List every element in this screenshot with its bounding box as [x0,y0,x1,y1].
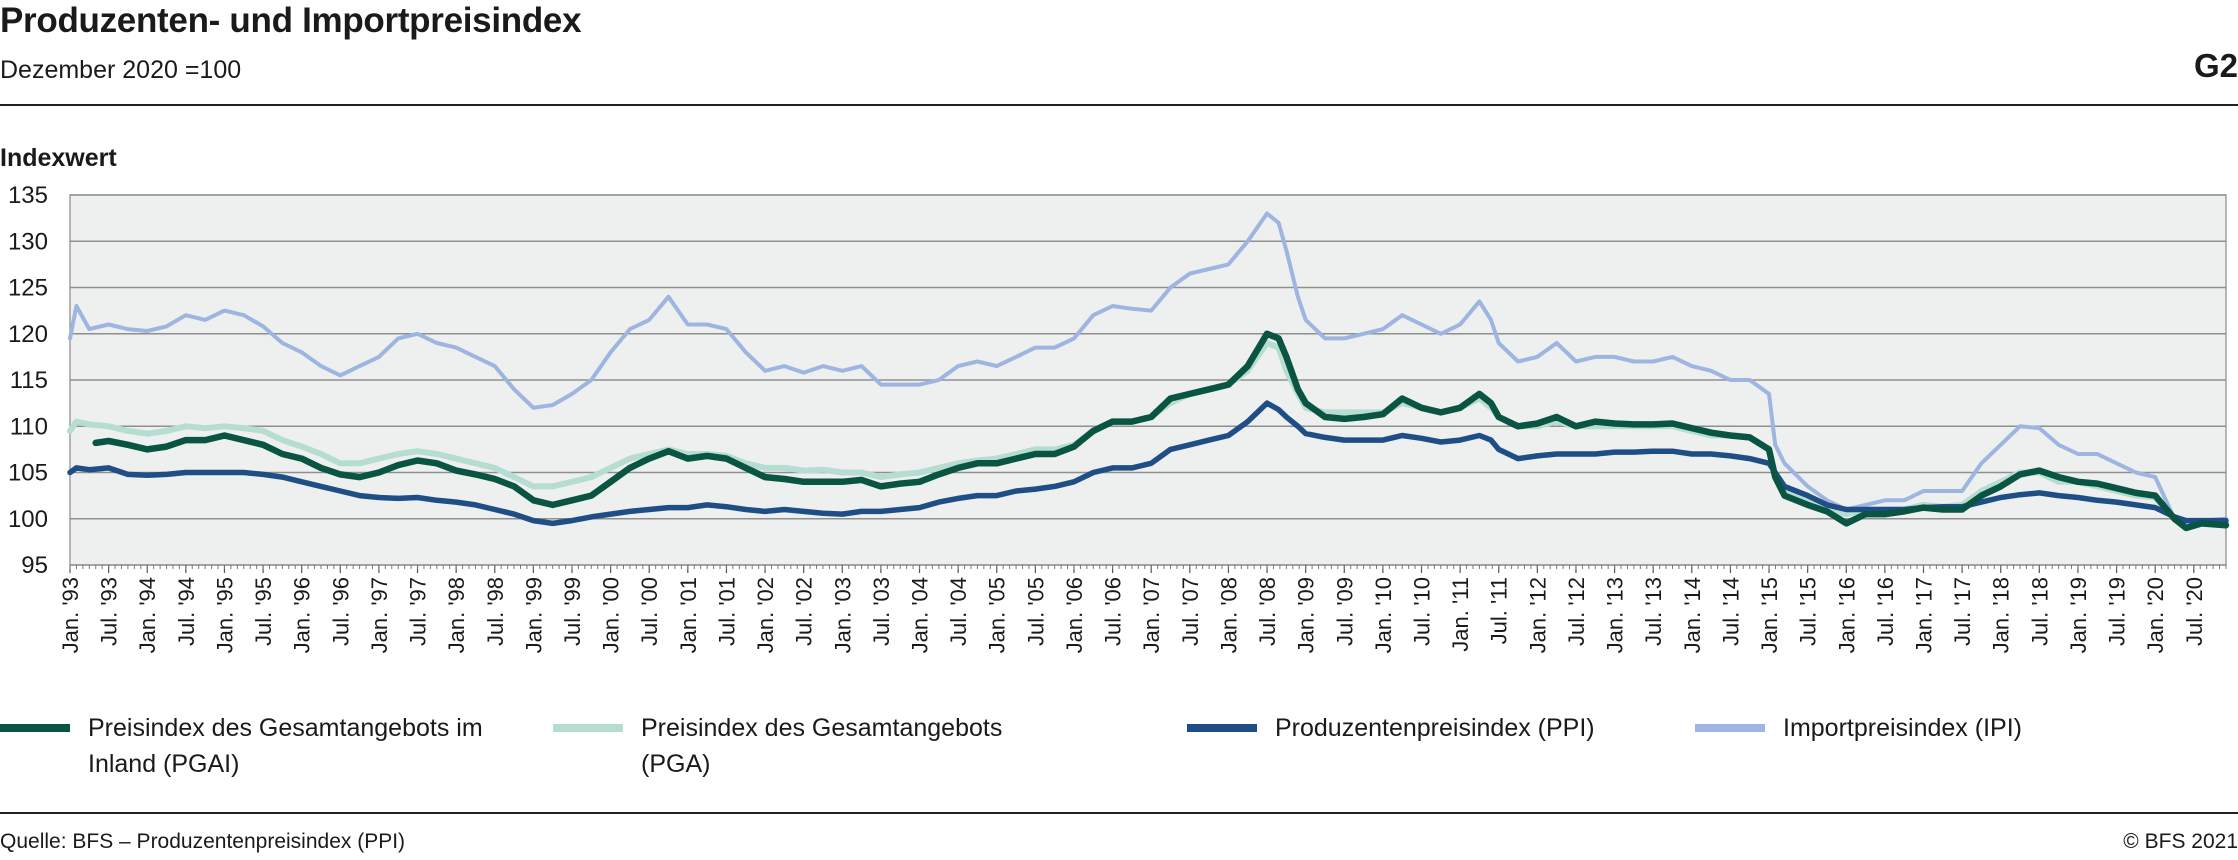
legend-label-pga: Preisindex des Gesamtangebots (PGA) [641,714,1003,778]
x-tick-label: Jul. '97 [406,577,431,646]
x-tick-label: Jan. '11 [1448,577,1473,652]
x-tick-label: Jul. '96 [328,577,353,646]
x-tick-label: Jul. '15 [1796,577,1821,646]
source-note: Quelle: BFS – Produzentenpreisindex (PPI… [0,830,406,853]
x-tick-label: Jul. '14 [1718,577,1743,646]
x-tick-label: Jan. '00 [599,577,624,653]
y-tick-label: 100 [8,506,48,533]
x-tick-label: Jul. '16 [1873,577,1898,646]
y-tick-label: 110 [10,413,48,440]
chart-number-badge: G2 [2193,47,2238,84]
x-tick-label: Jul. '17 [1950,577,1975,646]
x-tick-label: Jul. '05 [1023,577,1048,646]
x-tick-label: Jul. '19 [2105,577,2130,646]
y-tick-label: 105 [8,460,48,487]
x-tick-label: Jan. '97 [367,577,392,653]
top-rule [0,104,2238,106]
legend-label-ppi: Produzentenpreisindex (PPI) [1275,714,1595,742]
x-tick-label: Jan. '96 [290,577,315,653]
copyright-note: © BFS 2021 [2123,830,2238,853]
y-tick-label: 130 [8,228,48,255]
x-tick-label: Jan. '99 [521,577,546,653]
x-tick-label: Jul. '98 [483,577,508,646]
chart-title: Produzenten- und Importpreisindex [0,1,582,40]
x-tick-label: Jan. '08 [1216,577,1241,653]
x-tick-label: Jul. '03 [869,577,894,646]
x-tick-label: Jul. '93 [97,577,122,646]
x-tick-label: Jul. '07 [1178,577,1203,646]
x-tick-label: Jan. '06 [1062,577,1087,653]
x-tick-label: Jan. '12 [1525,577,1550,653]
legend-swatch-ppi [1187,724,1257,732]
x-tick-label: Jul. '94 [174,577,199,646]
y-tick-label: 135 [8,182,48,209]
y-tick-label: 120 [8,321,48,348]
x-tick-label: Jan. '13 [1603,577,1628,653]
series-line-pgai [92,330,2230,532]
x-tick-label: Jul. '06 [1101,577,1126,646]
legend-label-pgai: Preisindex des Gesamtangebots im Inland … [88,714,483,778]
x-tick-label: Jan. '05 [985,577,1010,653]
x-tick-label: Jan. '10 [1371,577,1396,653]
line-chart: 95 100 105 110 115 120 125 130 135 Jan. '93 Jul. '… [8,182,2230,653]
series-line-ppi [67,400,2229,527]
x-tick-label: Jul. '12 [1564,577,1589,646]
y-tick-label: 95 [21,552,48,579]
y-tick-label: 115 [10,367,48,394]
x-tick-label: Jan. '16 [1834,577,1859,653]
x-tick-label: Jul. '20 [2182,577,2207,646]
x-tick-label: Jul. '13 [1641,577,1666,646]
x-tick-label: Jan. '19 [2066,577,2091,653]
x-tick-label: Jan. '94 [135,577,160,653]
x-tick-label: Jul. '04 [946,577,971,646]
legend-swatch-pga [553,724,623,732]
chart-subtitle: Dezember 2020 =100 [0,56,242,84]
x-tick-label: Jan. '17 [1911,577,1936,653]
bottom-rule [0,812,2238,814]
x-tick-label: Jan. '18 [1989,577,2014,653]
legend-swatch-ipi [1695,724,1765,732]
x-tick-label: Jan. '01 [676,577,701,653]
x-tick-label: Jul. '18 [2027,577,2052,646]
x-tick-label: Jul. '08 [1255,577,1280,646]
legend-swatch-pgai [0,724,70,732]
x-tick-label: Jan. '20 [2143,577,2168,653]
x-tick-label: Jul. '02 [792,577,817,646]
x-tick-label: Jan. '04 [908,577,933,653]
x-tick-label: Jan. '93 [58,577,83,653]
x-tick-label: Jan. '15 [1757,577,1782,653]
x-tick-label: Jul. '09 [1332,577,1357,646]
x-tick-label: Jul. '95 [251,577,276,646]
x-tick-label: Jan. '03 [830,577,855,653]
x-tick-label: Jan. '95 [212,577,237,653]
x-tick-label: Jan. '02 [753,577,778,653]
legend-label-ipi: Importpreisindex (IPI) [1783,714,2022,742]
y-tick-label: 125 [8,275,48,302]
x-tick-label: Jan. '98 [444,577,469,653]
y-axis-label: Indexwert [0,144,117,172]
x-tick-label: Jul. '99 [560,577,585,646]
x-tick-label: Jul. '01 [714,577,739,646]
x-tick-label: Jul. '11 [1487,577,1512,644]
x-tick-label: Jan. '07 [1139,577,1164,653]
x-tick-label: Jan. '09 [1294,577,1319,653]
x-tick-label: Jan. '14 [1680,577,1705,653]
x-tick-label: Jul. '10 [1410,577,1435,646]
x-tick-label: Jul. '00 [637,577,662,646]
